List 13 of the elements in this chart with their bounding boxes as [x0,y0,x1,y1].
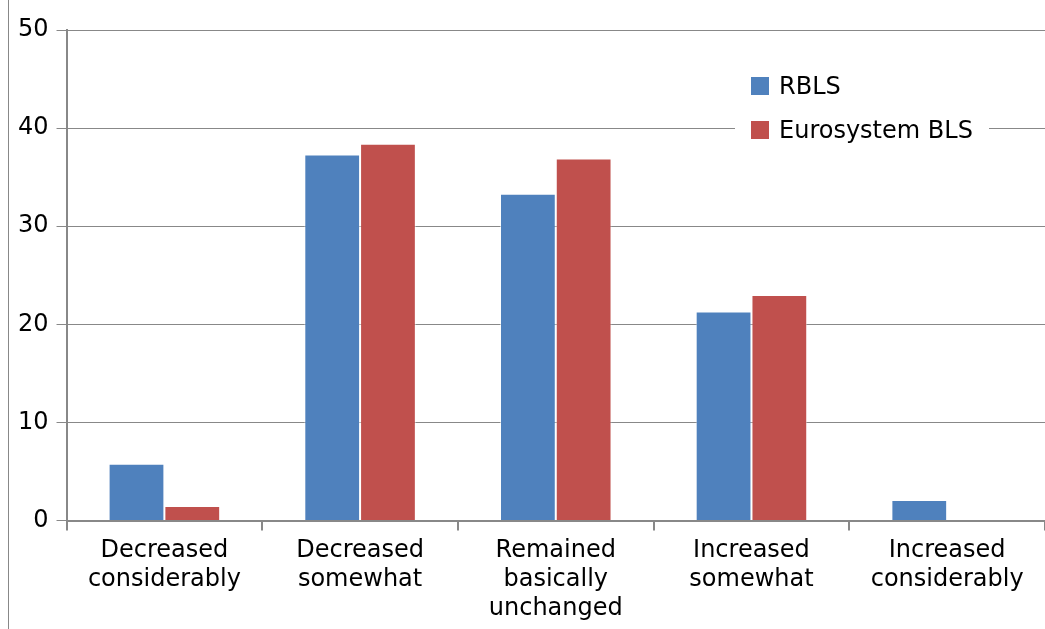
x-tick-label: Increased somewhat [689,535,814,593]
x-tick-label: Increased considerably [870,535,1024,593]
y-tick-label: 40 [17,112,49,141]
legend-label: RBLS [779,72,841,100]
y-tick-label: 30 [17,210,49,239]
x-tick-label: Decreased somewhat [296,535,424,593]
x-tick-label: Remained basically unchanged [488,535,623,621]
legend-label: Eurosystem BLS [779,116,973,144]
y-tick-label: 10 [17,406,49,435]
y-tick-label: 20 [17,308,49,337]
y-tick-label: 0 [33,504,49,533]
x-tick-label: Decreased considerably [87,535,241,593]
y-tick-label: 50 [17,14,49,43]
